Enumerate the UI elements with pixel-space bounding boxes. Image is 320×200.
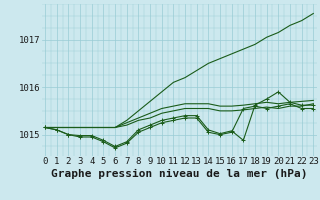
- X-axis label: Graphe pression niveau de la mer (hPa): Graphe pression niveau de la mer (hPa): [51, 169, 308, 179]
